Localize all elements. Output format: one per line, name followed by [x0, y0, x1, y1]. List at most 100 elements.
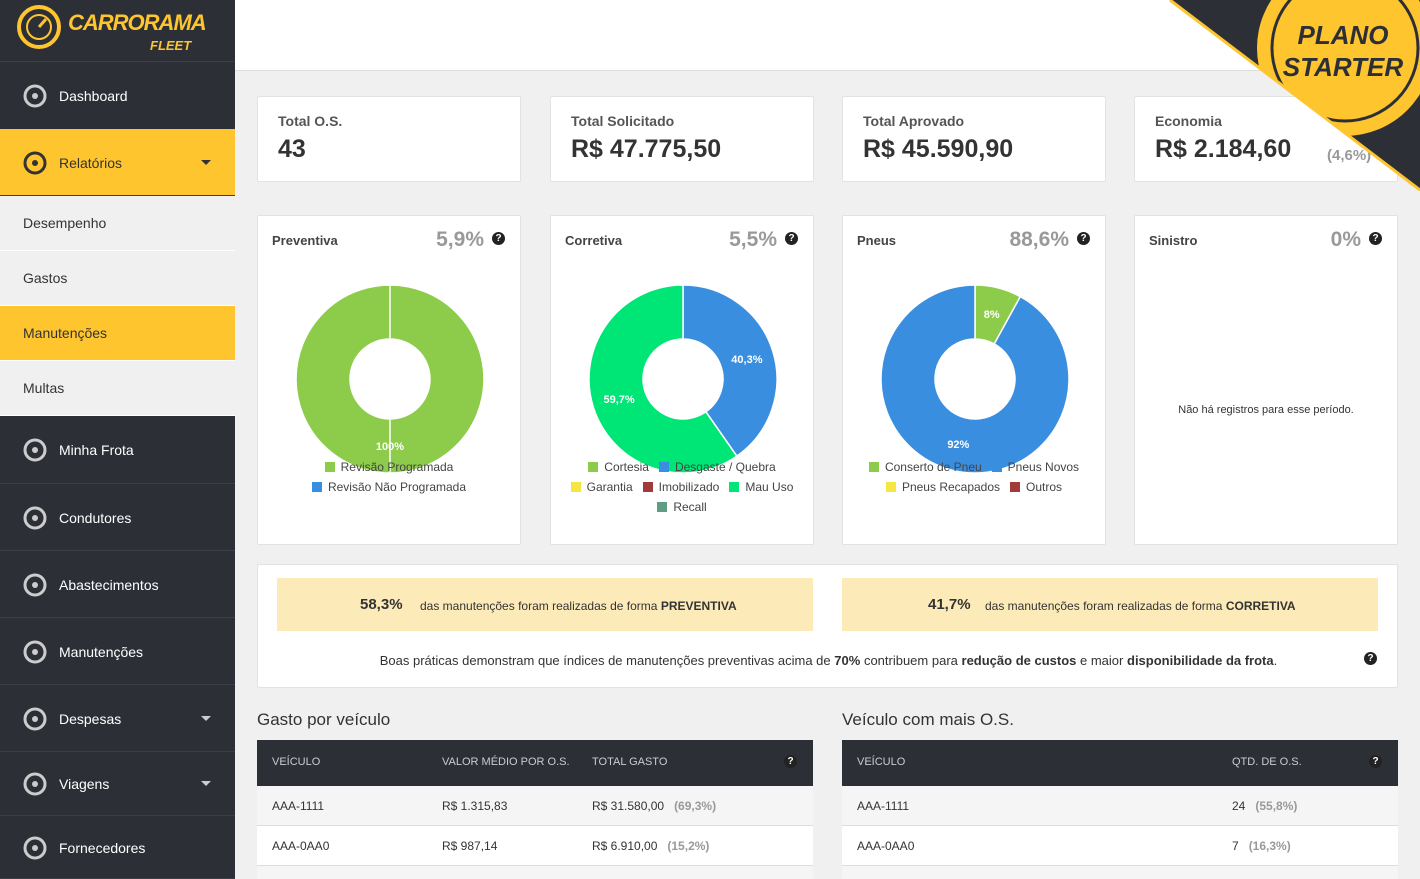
nav-label: Condutores [59, 509, 132, 526]
legend-item[interactable]: Pneus Recapados [885, 480, 1000, 494]
sub-item[interactable]: Desempenho [0, 196, 235, 251]
legend-item[interactable]: Garantia [570, 480, 633, 494]
sub-item[interactable]: Gastos [0, 251, 235, 306]
nav-label: Minha Frota [59, 442, 134, 458]
logo: CARRORAMA FLEET [0, 0, 235, 62]
stat-value: R$ 2.184,60 [1155, 135, 1292, 163]
legend-item[interactable]: Revisão Programada [324, 460, 453, 474]
help-icon[interactable]: ? [784, 755, 797, 768]
help-icon[interactable]: ? [492, 232, 505, 245]
plan-line2: STARTER [1283, 52, 1404, 82]
donut: 40,3% 59,7% [588, 284, 778, 474]
stat-note: (4,6%) [1327, 147, 1372, 164]
nav-item[interactable]: Relatórios [0, 129, 235, 196]
logo-needle [37, 18, 48, 28]
stat-card: Total O.S. 43 [257, 96, 521, 182]
tip-segment: disponibilidade da frota [1127, 653, 1274, 668]
table-row[interactable]: AAA-1111 24 (55,8%) [842, 786, 1398, 826]
stat-value: R$ 45.590,90 [863, 135, 1014, 163]
sub-item[interactable]: Multas [0, 361, 235, 416]
nav-label: Relatórios [59, 154, 123, 171]
nav-icon [23, 772, 47, 796]
legend-label: Desgaste / Quebra [674, 460, 776, 474]
donut: 100% [295, 284, 485, 474]
legend-swatch [657, 502, 668, 512]
cell-share: (55,8%) [1255, 799, 1298, 813]
legend-item[interactable]: Cortesia [588, 460, 649, 474]
cell-value: AAA-0AA0 [272, 839, 330, 853]
nav-label: Fornecedores [59, 839, 146, 856]
help-icon[interactable]: ? [785, 232, 798, 245]
nav-item[interactable]: Despesas [0, 685, 235, 752]
help-icon[interactable]: ? [1369, 232, 1382, 245]
nav-item[interactable]: Condutores [0, 484, 235, 551]
nav-icon-dot [32, 581, 38, 588]
legend-item[interactable]: Desgaste / Quebra [658, 460, 776, 474]
chart-title: Pneus [857, 233, 897, 248]
legend-swatch [1010, 482, 1021, 492]
chart-card: Corretiva 5,5%? 40,3% 59,7% Cortesia Desgaste… [550, 215, 814, 545]
stat-label: Total O.S. [278, 113, 343, 129]
legend-item[interactable]: Outros [1010, 480, 1062, 494]
help-icon[interactable]: ? [1364, 652, 1377, 665]
nav-icon-dot [32, 648, 38, 655]
cell-share: (69,3%) [674, 799, 717, 813]
legend-item[interactable]: Mau Uso [729, 480, 793, 494]
legend-item[interactable]: Conserto de Pneu [868, 460, 982, 474]
legend-item[interactable]: Pneus Novos [991, 460, 1079, 474]
caret-shape [201, 715, 211, 721]
table-cell: AAA-0AA0 [272, 839, 329, 853]
nav-icon-dot [32, 844, 38, 851]
nav-item[interactable]: Minha Frota [0, 416, 235, 484]
legend-label: Recall [673, 500, 707, 514]
chart-share: 0% [1330, 228, 1361, 251]
column-header: VALOR MÉDIO POR O.S. [442, 756, 570, 768]
nav-item[interactable]: Fornecedores [0, 816, 235, 879]
sub-item[interactable]: Manutenções [0, 306, 235, 361]
plan-line1: PLANO [1298, 20, 1389, 50]
help-icon[interactable]: ? [1369, 755, 1382, 768]
legend-label: Garantia [586, 480, 633, 494]
nav-icon-dot [32, 447, 38, 453]
table-row[interactable]: AAA-0AA0 R$ 987,14 R$ 6.910,00 (15,2%) [257, 826, 813, 866]
help-icon[interactable]: ? [1077, 232, 1090, 245]
nav-item[interactable]: Dashboard [0, 62, 235, 130]
empty-message: Não há registros para esse período. [1178, 404, 1354, 416]
table-cell: AAA-0AA0 [857, 839, 914, 853]
nav-icon-dot [32, 514, 38, 521]
legend: Revisão Programada Revisão Não Programada [289, 460, 489, 494]
legend-item[interactable]: Revisão Não Programada [311, 480, 467, 494]
table-row[interactable]: AAA-0AA0 7 (16,3%) [842, 826, 1398, 866]
nav-item[interactable]: Viagens [0, 752, 235, 816]
column-header: TOTAL GASTO [592, 756, 668, 768]
banner-emphasis: PREVENTIVA [660, 599, 737, 613]
nav-label: Despesas [59, 710, 122, 727]
legend-swatch [885, 482, 896, 492]
nav-item[interactable]: Manutenções [0, 618, 235, 685]
banner-text: das manutenções foram realizadas de form… [985, 599, 1296, 613]
stat-card: Total Solicitado R$ 47.775,50 [550, 96, 814, 182]
column-header: QTD. DE O.S. [1232, 756, 1302, 768]
summary-card: 58,3% das manutenções foram realizadas de… [257, 564, 1398, 688]
ribbon-group [1257, 0, 1420, 136]
cell-value: AAA-1111 [857, 799, 910, 813]
cell-value: R$ 31.580,00 [592, 799, 665, 813]
nav-icon-dot [32, 93, 38, 99]
brand-sub: FLEET [150, 38, 192, 53]
nav-icon [23, 151, 47, 174]
chart-share: 5,9% [436, 228, 484, 251]
legend-item[interactable]: Imobilizado [642, 480, 719, 494]
table-title: Gasto por veículo [257, 710, 391, 729]
legend-label: Revisão Não Programada [327, 480, 467, 494]
table-row-partial [257, 866, 813, 879]
caret-shape [201, 159, 211, 165]
nav-icon-shape [23, 772, 47, 796]
legend-item[interactable]: Recall [657, 500, 707, 514]
nav-item[interactable]: Abastecimentos [0, 551, 235, 618]
table-row[interactable]: AAA-1111 R$ 1.315,83 R$ 31.580,00 (69,3%) [257, 786, 813, 826]
banner-emphasis: CORRETIVA [1225, 599, 1296, 613]
column-header: VEÍCULO [272, 756, 321, 768]
nav-icon-shape [23, 84, 47, 108]
